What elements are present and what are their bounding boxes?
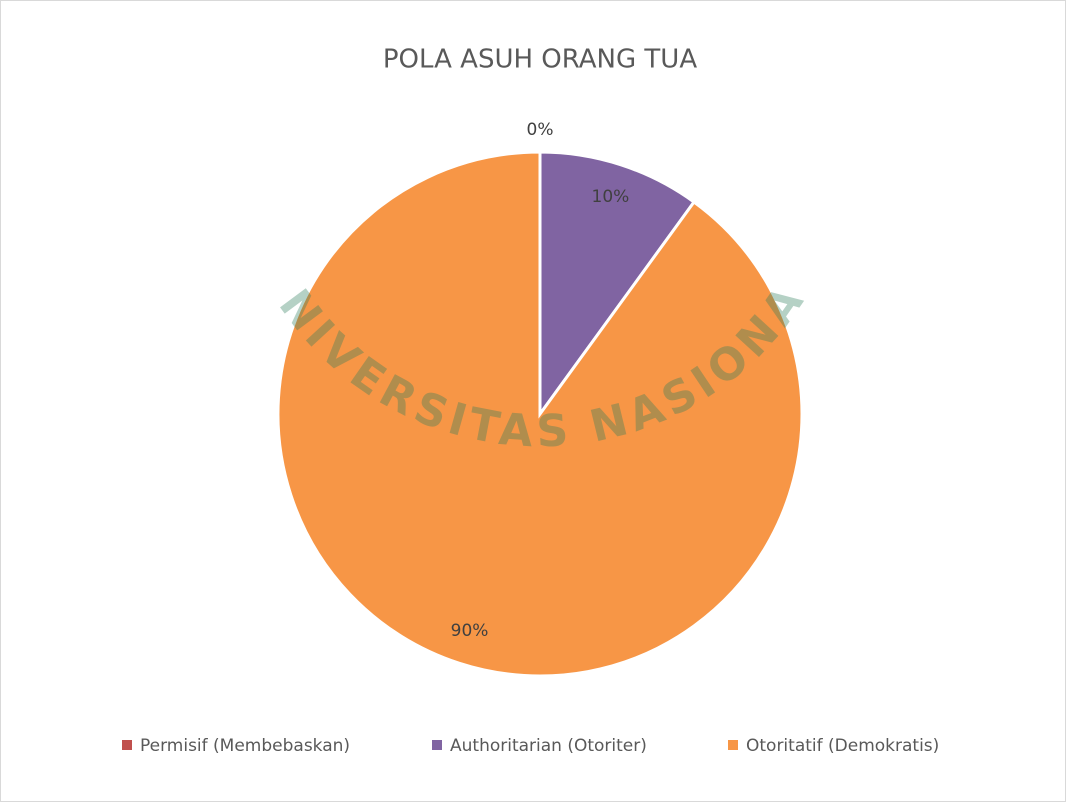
legend-label: Authoritarian (Otoriter) <box>450 736 647 756</box>
legend-label: Permisif (Membebaskan) <box>140 736 350 756</box>
data-label: 0% <box>527 120 554 140</box>
page: {"chart_data": {"type": "pie", "title": … <box>0 0 1066 802</box>
legend-swatch <box>122 740 132 750</box>
data-label: 10% <box>592 187 630 207</box>
chart-title: POLA ASUH ORANG TUA <box>383 45 697 75</box>
data-label: 90% <box>451 621 489 641</box>
legend-label: Otoritatif (Demokratis) <box>746 736 939 756</box>
chart: POLA ASUH ORANG TUA 0%10%90% UNIVERSITAS… <box>0 0 1066 802</box>
legend-swatch <box>432 740 442 750</box>
legend-swatch <box>728 740 738 750</box>
legend: Permisif (Membebaskan) Authoritarian (Oto… <box>122 736 939 756</box>
